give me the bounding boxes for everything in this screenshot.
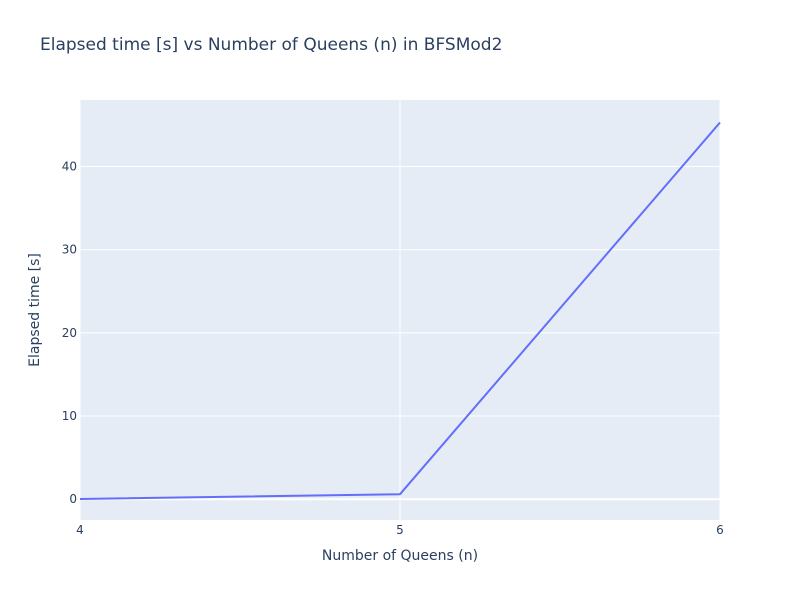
y-tick-label: 40 [62,160,77,174]
y-tick-label: 30 [62,243,77,257]
y-tick-label: 10 [62,409,77,423]
grid-layer [79,100,721,520]
y-tick-label: 0 [69,492,77,506]
series-line [79,121,721,500]
y-tick-label: 20 [62,326,77,340]
y-axis-title: Elapsed time [s] [27,253,43,367]
x-axis-title: Number of Queens (n) [322,548,478,564]
chart-title: Elapsed time [s] vs Number of Queens (n)… [40,35,502,55]
tick-layer: 0 10 20 30 40 4 5 6 [62,160,724,537]
x-tick-label: 4 [76,523,84,537]
x-tick-label: 6 [716,523,724,537]
series-layer [79,121,721,500]
x-tick-label: 5 [396,523,404,537]
